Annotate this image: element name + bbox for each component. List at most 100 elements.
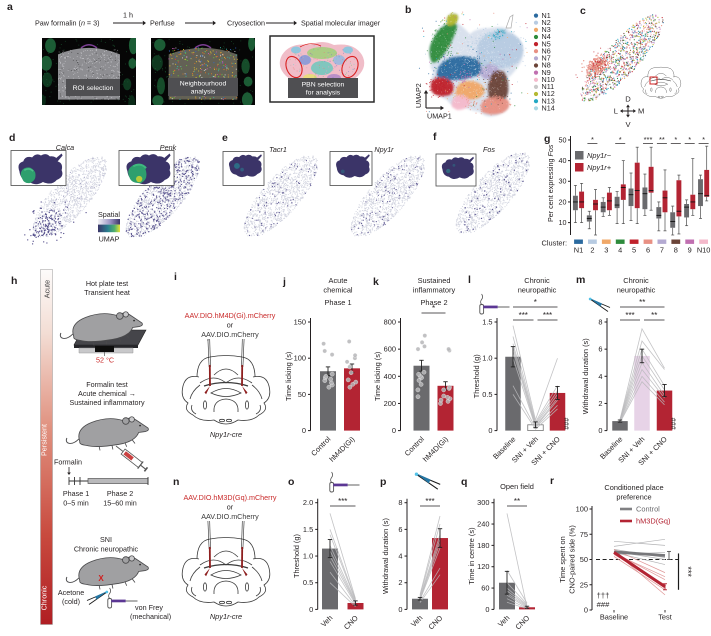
svg-text:N4: N4 [542,32,551,41]
svg-text:AAV.DIO.mCherry: AAV.DIO.mCherry [201,512,259,521]
svg-text:Npy1r-cre: Npy1r-cre [210,612,242,621]
svg-text:5: 5 [632,246,636,255]
svg-text:N5: N5 [542,39,551,48]
svg-text:X: X [98,574,104,583]
svg-text:Withdrawal duration (s): Withdrawal duration (s) [381,518,390,594]
svg-text:6: 6 [598,345,602,354]
svg-text:ROI selection: ROI selection [73,85,114,92]
svg-text:52 °C: 52 °C [96,356,114,365]
svg-text:PBN selection: PBN selection [302,82,345,89]
svg-text:(mechanical): (mechanical) [130,612,171,621]
svg-text:0: 0 [584,606,588,615]
svg-text:Npy1r+: Npy1r+ [587,163,612,172]
svg-text:N11: N11 [542,82,555,91]
svg-text:75: 75 [580,530,588,539]
svg-text:***: *** [644,135,653,144]
svg-text:Tacr1: Tacr1 [269,145,287,154]
svg-text:(cold): (cold) [62,597,80,606]
svg-text:preference: preference [616,493,651,502]
svg-text:1.5: 1.5 [303,525,313,534]
svg-text:N3: N3 [542,25,551,34]
svg-text:600: 600 [384,345,396,354]
svg-text:Chronic neuropathic: Chronic neuropathic [74,545,139,554]
svg-text:*: * [432,304,435,313]
svg-text:Sustained inflammatory: Sustained inflammatory [69,398,145,407]
svg-text:Hot plate test: Hot plate test [86,279,128,288]
svg-text:neuropathic: neuropathic [617,286,656,295]
svg-text:25: 25 [580,580,588,589]
svg-text:Formalin test: Formalin test [86,380,128,389]
svg-text:Baseline: Baseline [600,613,628,622]
svg-text:100: 100 [294,354,306,363]
svg-text:**: ** [651,311,657,320]
svg-text:50: 50 [559,135,567,144]
svg-text:800: 800 [384,318,396,327]
svg-text:N8: N8 [542,61,551,70]
svg-text:Perfuse: Perfuse [150,19,175,28]
svg-text:8: 8 [598,318,602,327]
svg-text:***: *** [338,497,347,506]
svg-text:0: 0 [392,426,396,435]
svg-text:M: M [638,107,644,116]
svg-text:Phase 2: Phase 2 [107,489,133,498]
svg-text:l: l [468,274,471,286]
svg-text:Chronic: Chronic [623,276,649,285]
svg-text:or: or [227,503,234,512]
svg-text:AAV.DIO.mCherry: AAV.DIO.mCherry [201,330,259,339]
svg-text:Per cent expressing Fos: Per cent expressing Fos [546,144,555,222]
svg-text:N7: N7 [542,54,551,63]
svg-text:Phase 1: Phase 1 [324,298,351,307]
svg-text:o: o [288,476,294,488]
svg-text:Npy1r−: Npy1r− [587,151,612,160]
svg-text:10: 10 [559,218,567,227]
svg-text:Npy1r: Npy1r [374,145,394,154]
svg-text:Threshold (g): Threshold (g) [292,534,301,578]
svg-text:200: 200 [384,399,396,408]
svg-text:0.5: 0.5 [303,578,313,587]
svg-text:inflammatory: inflammatory [413,286,456,295]
svg-text:100: 100 [576,505,588,514]
svg-text:120: 120 [477,562,489,571]
svg-text:N13: N13 [542,96,555,105]
svg-text:AAV.DIO.hM4D(Gi).mCherry: AAV.DIO.hM4D(Gi).mCherry [185,311,276,320]
svg-text:300: 300 [477,498,489,507]
svg-text:UMAP1: UMAP1 [427,112,452,121]
svg-text:0: 0 [302,426,306,435]
svg-text:###: ### [562,418,571,430]
svg-text:**: ** [659,135,665,144]
svg-text:Chronic: Chronic [524,276,550,285]
svg-text:Sustained: Sustained [418,276,451,285]
svg-text:0.5: 0.5 [482,390,492,399]
svg-text:Transient heat: Transient heat [84,288,130,297]
svg-text:Acute: Acute [43,280,52,298]
svg-text:N9: N9 [542,68,551,77]
svg-text:q: q [461,476,467,488]
svg-text:Chronic: Chronic [40,585,49,610]
svg-text:###: ### [669,418,678,430]
svg-text:*: * [674,135,677,144]
svg-text:Npy1r-cre: Npy1r-cre [210,430,242,439]
svg-text:N6: N6 [542,46,551,55]
svg-text:N14: N14 [542,103,555,112]
svg-text:a: a [7,1,13,13]
svg-text:i: i [174,271,177,283]
svg-text:15–60 min: 15–60 min [103,499,137,508]
svg-text:L: L [614,107,618,116]
svg-text:von Frey: von Frey [135,603,163,612]
svg-text:*: * [534,298,537,307]
svg-text:SNI: SNI [100,535,112,544]
svg-text:V: V [625,120,631,129]
svg-text:Cluster:: Cluster: [542,239,567,248]
svg-text:Time in centre (s): Time in centre (s) [467,527,476,584]
svg-text:6: 6 [646,246,650,255]
svg-text:6: 6 [398,525,402,534]
svg-text:40: 40 [559,156,567,165]
svg-text:30: 30 [559,177,567,186]
svg-text:4: 4 [598,372,602,381]
svg-text:9: 9 [688,246,692,255]
svg-text:e: e [222,132,228,144]
svg-text:Penk: Penk [160,143,177,152]
svg-text:Threshold (g): Threshold (g) [472,354,481,398]
svg-text:2: 2 [398,578,402,587]
svg-text:1 h: 1 h [123,11,133,20]
